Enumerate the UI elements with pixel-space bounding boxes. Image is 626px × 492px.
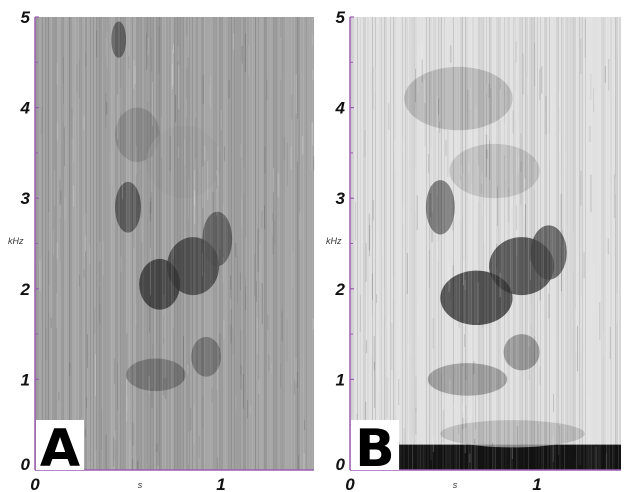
energy-region bbox=[191, 336, 221, 377]
panel-label: B bbox=[355, 419, 395, 479]
panel-label-box bbox=[351, 420, 399, 470]
spectrogram-texture bbox=[349, 17, 621, 470]
energy-region bbox=[126, 358, 186, 392]
energy-region bbox=[530, 225, 567, 280]
x-tick-label: 0 bbox=[30, 475, 40, 492]
y-tick-label: 4 bbox=[20, 99, 31, 118]
y-tick-label: 0 bbox=[336, 455, 346, 474]
energy-region bbox=[114, 181, 142, 233]
energy-region bbox=[440, 420, 585, 448]
energy-region bbox=[114, 107, 160, 162]
y-axis-label: kHz bbox=[8, 236, 24, 246]
y-tick-label: 1 bbox=[336, 370, 345, 389]
spectrogram-background bbox=[35, 17, 314, 470]
x-axis-label: s bbox=[453, 480, 458, 490]
panel-label-box bbox=[36, 420, 84, 470]
panel-label: A bbox=[40, 419, 80, 479]
y-tick-label: 2 bbox=[335, 280, 346, 299]
energy-region bbox=[425, 180, 455, 235]
x-tick-label: 1 bbox=[532, 475, 541, 492]
low-frequency-band bbox=[389, 444, 621, 470]
energy-region bbox=[440, 270, 513, 326]
energy-region bbox=[449, 143, 540, 199]
y-axis-label: kHz bbox=[326, 236, 342, 246]
energy-region bbox=[503, 334, 540, 371]
y-tick-label: 0 bbox=[21, 455, 31, 474]
energy-region bbox=[111, 21, 127, 58]
y-tick-label: 3 bbox=[336, 189, 346, 208]
energy-region bbox=[427, 363, 508, 396]
x-tick-label: 0 bbox=[345, 475, 355, 492]
x-axis-label: s bbox=[138, 480, 143, 490]
energy-region bbox=[146, 125, 221, 199]
energy-region bbox=[404, 66, 513, 131]
y-tick-label: 4 bbox=[335, 99, 346, 118]
spectrogram-texture bbox=[34, 17, 315, 470]
y-tick-label: 5 bbox=[336, 8, 346, 27]
y-tick-label: 2 bbox=[20, 280, 31, 299]
spectrogram-panel-a: 0 1 2 3 4 5 0 1 s kHz A bbox=[8, 8, 315, 492]
y-tick-label: 1 bbox=[21, 370, 30, 389]
y-tick-label: 5 bbox=[21, 8, 31, 27]
y-tick-label: 3 bbox=[21, 189, 31, 208]
spectrogram-panel-b: 0 1 2 3 4 5 0 1 s kHz B bbox=[326, 8, 621, 492]
x-tick-label: 1 bbox=[216, 475, 225, 492]
energy-region bbox=[202, 211, 233, 267]
